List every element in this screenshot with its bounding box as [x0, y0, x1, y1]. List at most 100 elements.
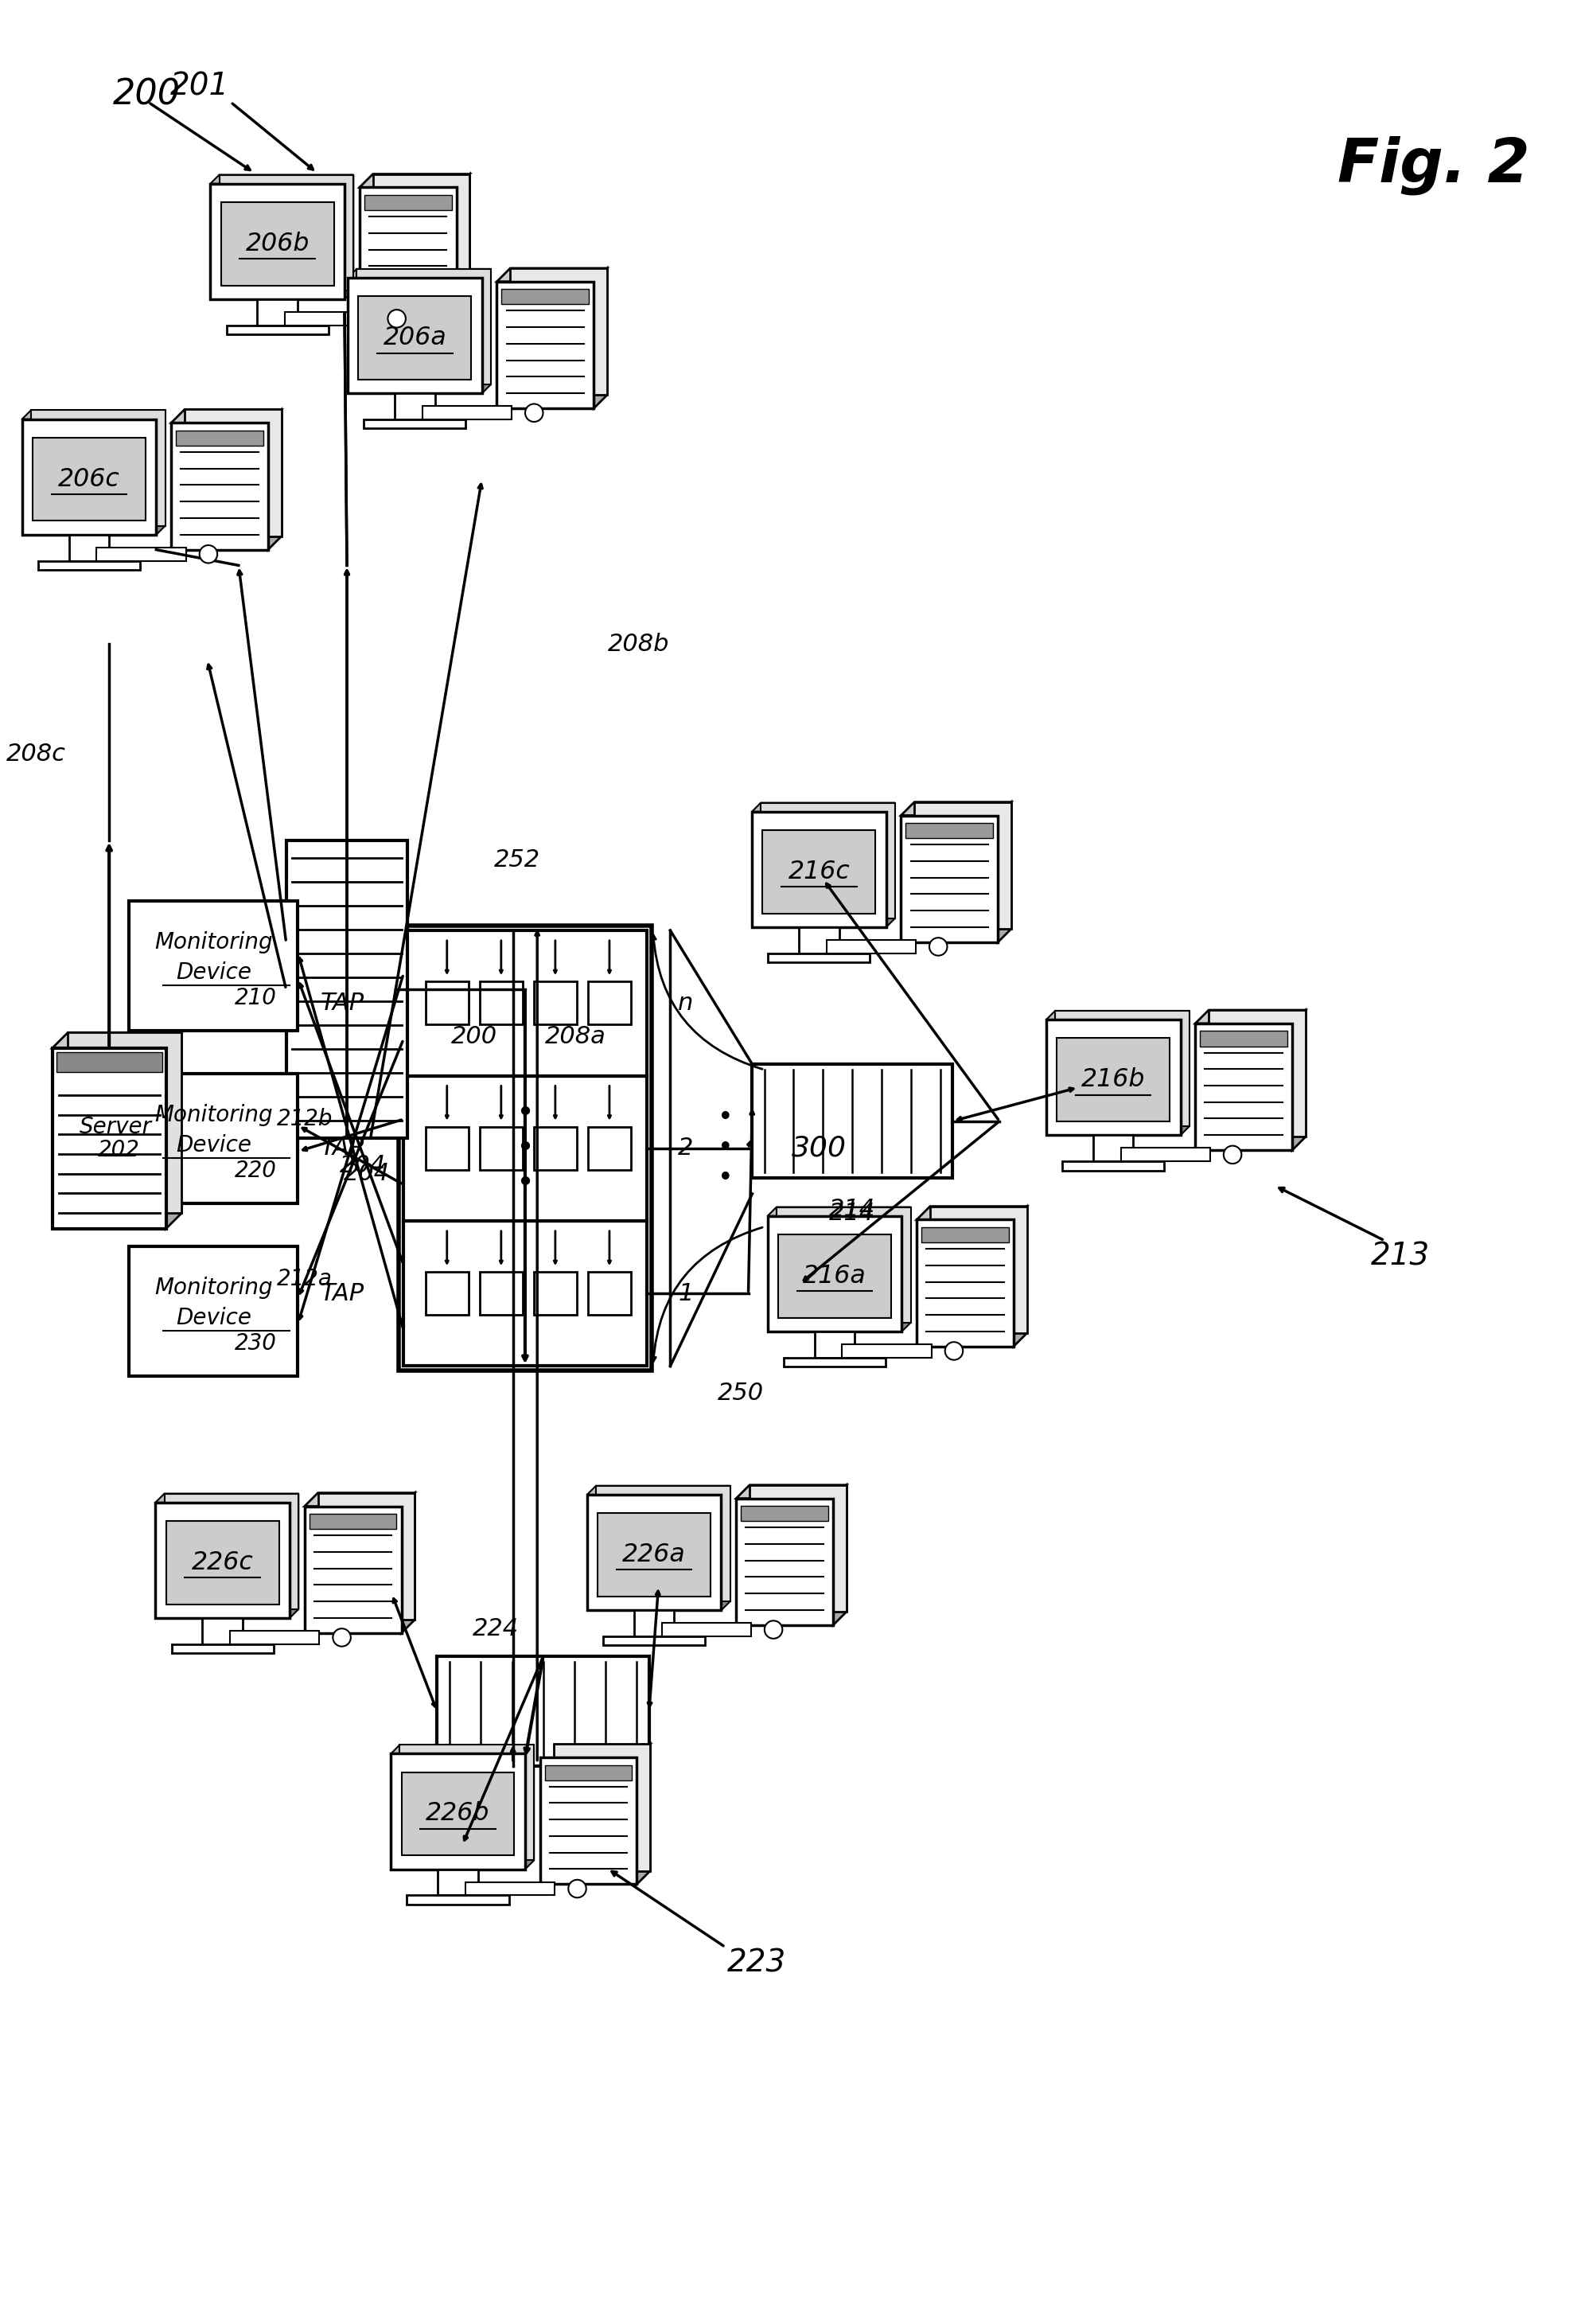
Polygon shape	[156, 1494, 298, 1504]
Bar	[1057, 1039, 1169, 1122]
Bar	[227, 325, 328, 335]
Bar	[257, 300, 298, 325]
Polygon shape	[170, 409, 281, 423]
Text: 212a: 212a	[278, 1269, 333, 1290]
Bar	[423, 407, 511, 421]
Polygon shape	[210, 174, 353, 184]
Polygon shape	[721, 1485, 730, 1611]
Bar	[768, 953, 869, 962]
Text: Monitoring: Monitoring	[155, 1104, 273, 1127]
Bar	[394, 393, 435, 421]
Polygon shape	[997, 802, 1011, 941]
Text: TAP: TAP	[320, 1136, 364, 1160]
Polygon shape	[1195, 1011, 1304, 1023]
Text: 204: 204	[339, 1155, 385, 1178]
Polygon shape	[22, 411, 166, 418]
Bar	[164, 1494, 298, 1608]
Bar	[777, 1234, 891, 1318]
Bar	[52, 1048, 166, 1229]
Polygon shape	[525, 1745, 533, 1868]
Bar	[166, 1520, 279, 1604]
Bar	[533, 1127, 577, 1169]
Text: 216a: 216a	[803, 1264, 866, 1287]
Bar	[358, 297, 472, 379]
Bar	[219, 174, 353, 290]
Bar	[814, 1332, 855, 1357]
Polygon shape	[268, 409, 281, 551]
Bar	[129, 1074, 298, 1204]
Bar	[501, 288, 588, 304]
Bar	[465, 1882, 555, 1896]
Polygon shape	[539, 1743, 650, 1757]
Text: 230: 230	[235, 1332, 276, 1355]
Bar	[509, 267, 607, 395]
Text: 200: 200	[451, 1025, 497, 1048]
Bar	[364, 421, 465, 428]
Text: 224: 224	[473, 1618, 519, 1641]
Text: 208a: 208a	[544, 1025, 606, 1048]
Text: 226c: 226c	[191, 1550, 254, 1576]
Bar	[221, 202, 334, 286]
Text: 223: 223	[727, 1948, 785, 1978]
Text: Monitoring: Monitoring	[155, 932, 273, 953]
Text: 200: 200	[114, 77, 181, 112]
Polygon shape	[637, 1743, 650, 1885]
Bar	[749, 1485, 847, 1613]
Bar	[588, 981, 631, 1025]
Bar	[1120, 1148, 1210, 1162]
Text: 216c: 216c	[787, 860, 850, 883]
Bar	[1208, 1011, 1304, 1136]
Bar	[798, 927, 839, 953]
Bar	[404, 1076, 647, 1220]
Polygon shape	[347, 270, 490, 279]
Text: 206b: 206b	[246, 232, 309, 256]
Polygon shape	[766, 1206, 910, 1215]
Bar	[356, 270, 490, 383]
Polygon shape	[166, 1032, 181, 1229]
Text: 202: 202	[98, 1139, 139, 1162]
Polygon shape	[290, 1494, 298, 1618]
Polygon shape	[391, 1745, 533, 1755]
Bar	[372, 174, 470, 300]
Polygon shape	[1292, 1011, 1304, 1150]
Bar	[596, 1485, 730, 1601]
Bar	[185, 409, 281, 537]
Polygon shape	[752, 802, 894, 811]
Bar	[588, 1271, 631, 1315]
Polygon shape	[900, 802, 1011, 816]
Bar	[1195, 1023, 1292, 1150]
Bar	[426, 981, 468, 1025]
Bar	[587, 1494, 721, 1611]
Bar	[202, 1618, 243, 1643]
Text: 250: 250	[718, 1383, 763, 1406]
Circle shape	[333, 1629, 350, 1645]
Bar	[285, 311, 374, 325]
Polygon shape	[902, 1206, 910, 1332]
Bar	[915, 802, 1011, 930]
Polygon shape	[401, 1492, 415, 1634]
Polygon shape	[481, 270, 490, 393]
Bar	[661, 1622, 751, 1636]
Polygon shape	[360, 174, 470, 188]
Text: 206a: 206a	[383, 325, 446, 351]
Circle shape	[525, 404, 542, 421]
Circle shape	[765, 1620, 782, 1638]
Bar	[916, 1220, 1012, 1346]
Bar	[210, 184, 344, 300]
Bar	[741, 1506, 828, 1522]
Circle shape	[929, 937, 946, 955]
Text: 220: 220	[235, 1160, 276, 1183]
Bar	[784, 1357, 885, 1367]
Bar	[752, 1064, 953, 1178]
Polygon shape	[587, 1485, 730, 1494]
Polygon shape	[52, 1032, 181, 1048]
Bar	[426, 1127, 468, 1169]
Text: Monitoring: Monitoring	[155, 1276, 273, 1299]
Bar	[752, 811, 886, 927]
Text: 208b: 208b	[607, 632, 669, 655]
Polygon shape	[1046, 1011, 1189, 1020]
Text: 2: 2	[678, 1136, 694, 1160]
Bar	[172, 1643, 273, 1652]
Bar	[544, 1764, 632, 1780]
Bar	[1055, 1011, 1189, 1127]
